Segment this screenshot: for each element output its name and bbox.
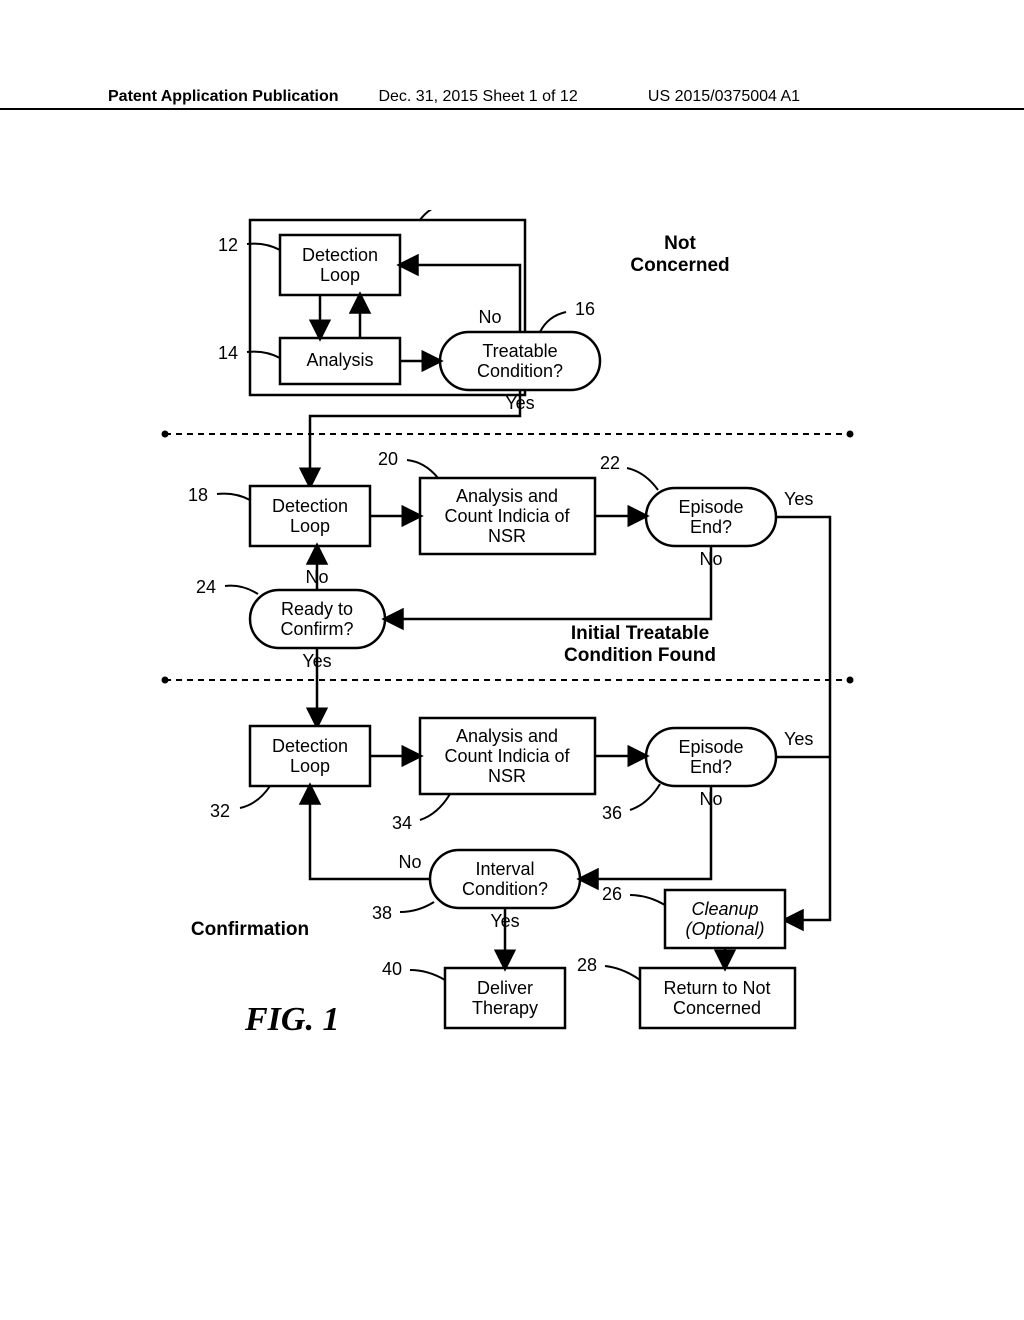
n26-l1: Cleanup [691,899,758,919]
ref-20: 20 [378,449,398,469]
n34-l2: Count Indicia of [444,746,570,766]
n12-l1: Detection [302,245,378,265]
figure-caption: FIG. 1 [244,1001,339,1038]
ref-hook-28 [605,966,640,980]
divider-2-dot-r [847,677,854,684]
ref-hook-20 [407,460,438,478]
n26-l2: (Optional) [685,919,764,939]
ref-12: 12 [218,235,238,255]
header-left: Patent Application Publication [108,88,374,106]
ref-40: 40 [382,959,402,979]
ref-hook-24 [225,586,258,594]
n12-l2: Loop [320,265,360,285]
arrow-36-38 [580,786,711,879]
ref-10: 10 [462,210,482,211]
page-header: Patent Application Publication Dec. 31, … [0,88,1024,110]
divider-1-dot-r [847,431,854,438]
divider-2-dot-l [162,677,169,684]
ref-hook-10 [420,210,450,220]
n20-l1: Analysis and [456,486,558,506]
n32-l1: Detection [272,736,348,756]
n38-l2: Condition? [462,879,548,899]
ref-hook-26 [630,895,665,905]
header-center: Dec. 31, 2015 Sheet 1 of 12 [378,88,643,106]
n38-l1: Interval [475,859,534,879]
ref-28: 28 [577,955,597,975]
n20-l3: NSR [488,526,526,546]
divider-1-dot-l [162,431,169,438]
n14-l1: Analysis [306,350,373,370]
section-initial-2: Condition Found [564,645,716,666]
ref-hook-18 [217,494,250,500]
section-initial-1: Initial Treatable [571,623,709,644]
n16-l1: Treatable [482,341,557,361]
ref-22: 22 [600,453,620,473]
n22-yes: Yes [784,489,813,509]
ref-36: 36 [602,803,622,823]
ref-38: 38 [372,903,392,923]
ref-24: 24 [196,577,216,597]
arrow-16-12 [400,265,520,332]
n40-l2: Therapy [472,998,538,1018]
n24-l1: Ready to [281,599,353,619]
n36-l2: End? [690,757,732,777]
ref-32: 32 [210,801,230,821]
n34-l3: NSR [488,766,526,786]
arrow-22-24 [385,546,711,619]
n28-l2: Concerned [673,998,761,1018]
n32-l2: Loop [290,756,330,776]
ref-hook-36 [630,784,660,810]
ref-16: 16 [575,299,595,319]
ref-hook-16 [540,312,566,332]
n22-l2: End? [690,517,732,537]
ref-hook-12 [247,244,280,250]
n24-l2: Confirm? [280,619,353,639]
n22-l1: Episode [678,497,743,517]
ref-hook-40 [410,970,445,980]
ref-hook-34 [420,794,450,820]
n16-no: No [478,307,501,327]
header-right: US 2015/0375004 A1 [648,88,800,106]
n20-l2: Count Indicia of [444,506,570,526]
arrow-22-26 [776,517,830,920]
ref-hook-22 [627,468,658,490]
section-not-concerned-1: Not [664,233,696,254]
flowchart-svg: 10 Detection Loop 12 Analysis 14 Treatab… [150,210,880,1170]
section-confirmation: Confirmation [191,919,309,940]
n18-l2: Loop [290,516,330,536]
n28-l1: Return to Not [663,978,770,998]
ref-hook-38 [400,902,434,912]
n38-no: No [398,852,421,872]
n36-l1: Episode [678,737,743,757]
n18-l1: Detection [272,496,348,516]
ref-14: 14 [218,343,238,363]
section-not-concerned-2: Concerned [630,255,729,276]
ref-hook-32 [240,786,270,808]
ref-26: 26 [602,884,622,904]
arrow-16-18 [310,390,520,486]
ref-18: 18 [188,485,208,505]
n36-yes: Yes [784,729,813,749]
ref-hook-14 [247,352,280,358]
ref-34: 34 [392,813,412,833]
n16-l2: Condition? [477,361,563,381]
n40-l1: Deliver [477,978,533,998]
n34-l1: Analysis and [456,726,558,746]
